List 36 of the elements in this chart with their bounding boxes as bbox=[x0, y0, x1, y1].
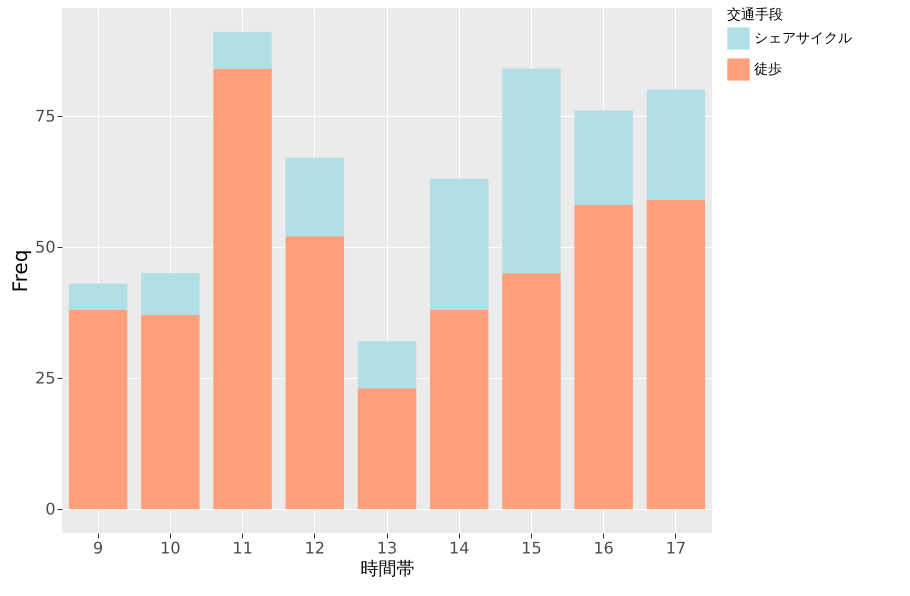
bar bbox=[213, 32, 272, 69]
legend-label: シェアサイクル bbox=[754, 30, 852, 46]
bar bbox=[646, 90, 706, 200]
bar bbox=[430, 178, 488, 310]
x-tick-label: 15 bbox=[521, 538, 542, 558]
bar bbox=[68, 310, 128, 510]
bar bbox=[286, 236, 344, 510]
x-tick-label: 11 bbox=[232, 538, 253, 558]
bar bbox=[358, 388, 416, 510]
bar bbox=[141, 315, 200, 510]
x-tick-label: 17 bbox=[666, 538, 686, 558]
x-tick-label: 16 bbox=[593, 538, 614, 558]
x-tick-label: 10 bbox=[160, 538, 181, 558]
bar bbox=[502, 273, 561, 510]
y-tick-label: 0 bbox=[45, 500, 56, 519]
legend-title: 交通手段 bbox=[727, 7, 783, 23]
y-axis-title: Freq bbox=[8, 250, 32, 292]
bar bbox=[430, 310, 488, 510]
y-tick-label: 75 bbox=[35, 106, 56, 126]
y-tick-label: 25 bbox=[35, 368, 56, 388]
bar bbox=[141, 273, 200, 316]
bar bbox=[68, 284, 128, 310]
x-tick-label: 13 bbox=[376, 538, 398, 558]
bar bbox=[646, 200, 706, 510]
bar bbox=[358, 341, 416, 389]
bar bbox=[574, 110, 633, 205]
legend-label: 徒歩 bbox=[754, 62, 782, 78]
bar bbox=[213, 68, 272, 510]
x-tick-label: 12 bbox=[304, 538, 325, 558]
x-tick-label: 9 bbox=[93, 538, 104, 558]
y-tick-label: 50 bbox=[35, 237, 56, 256]
bar bbox=[502, 68, 561, 274]
x-axis-title: 時間帯 bbox=[360, 558, 414, 580]
x-tick-label: 14 bbox=[449, 538, 470, 558]
bar bbox=[574, 204, 633, 510]
bar bbox=[286, 158, 344, 236]
